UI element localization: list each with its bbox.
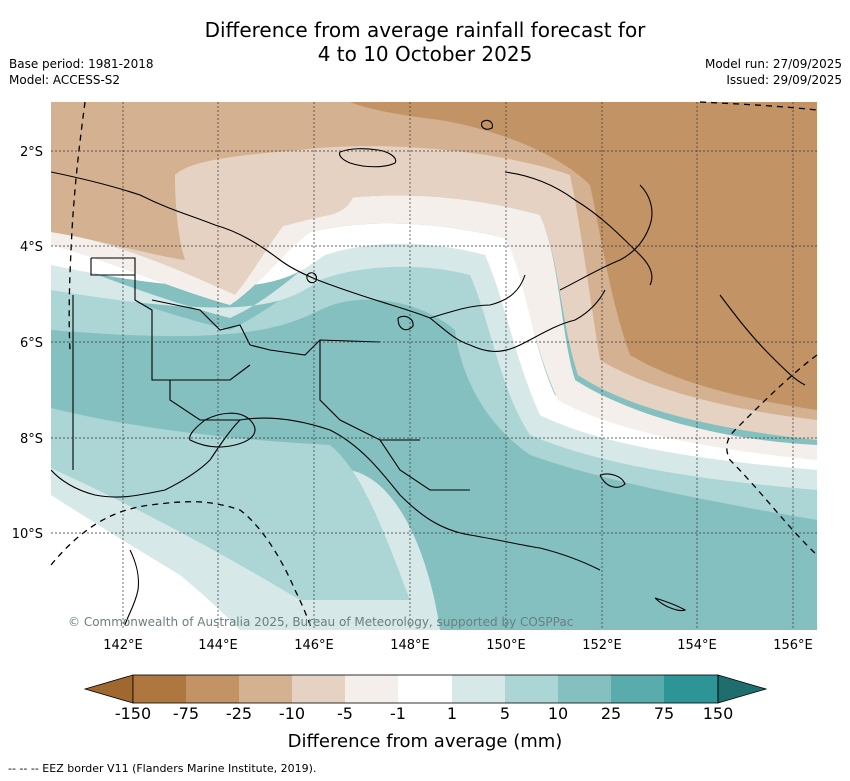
colorbar-tick-label: -25	[225, 704, 253, 723]
colorbar-swatch	[345, 675, 398, 703]
lat-label: 10°S	[12, 527, 43, 542]
band-mid-blue-sw	[51, 408, 410, 600]
colorbar-swatch	[558, 675, 611, 703]
coastline-layer	[51, 119, 806, 626]
lat-label: 6°S	[20, 336, 43, 351]
colorbar-title: Difference from average (mm)	[287, 731, 563, 752]
colorbar-swatch	[398, 675, 452, 703]
colorbar-tick-label: 75	[653, 704, 675, 723]
coast-island-2	[397, 315, 414, 331]
meta-right: Model run: 27/09/2025 Issued: 29/09/2025	[705, 56, 842, 88]
lon-labels: 142°E 144°E 146°E 148°E 150°E 152°E 154°…	[103, 638, 813, 653]
coast-new-ireland	[504, 171, 653, 286]
coast-gulf-papua	[189, 412, 256, 448]
coast-d-entrecasteaux	[599, 473, 626, 488]
colorbar-tick-label: -5	[337, 704, 353, 723]
coast-new-britain	[429, 184, 653, 319]
lon-label: 154°E	[677, 638, 717, 653]
colorbar-swatch	[505, 675, 558, 703]
colorbar-extend-low	[83, 674, 134, 704]
map-title: Difference from average rainfall forecas…	[0, 18, 850, 66]
colorbar-tick-label: 25	[600, 704, 622, 723]
border-province-6	[379, 439, 470, 491]
colorbar-tick-label: -10	[278, 704, 306, 723]
coast-new-guinea-north	[51, 171, 606, 352]
coast-new-guinea-south	[51, 417, 601, 571]
province-borders	[72, 257, 470, 491]
eez-north-east	[699, 101, 818, 111]
lon-label: 152°E	[582, 638, 622, 653]
band-neg10-inner	[175, 169, 354, 255]
base-period: Base period: 1981-2018	[9, 57, 154, 71]
border-province-4	[249, 339, 381, 356]
band-white-sw	[51, 495, 240, 630]
colorbar-swatch	[133, 675, 186, 703]
lon-label: 144°E	[198, 638, 238, 653]
eez-borders	[50, 101, 818, 631]
colorbar-tick-label: 150	[702, 704, 734, 723]
border-province-5	[319, 340, 420, 441]
graticule	[51, 102, 817, 630]
coast-bougainville	[719, 294, 806, 386]
coast-island-3	[306, 272, 317, 284]
colorbar-swatch	[186, 675, 239, 703]
copyright-notice: © Commonwealth of Australia 2025, Bureau…	[68, 615, 573, 629]
lat-label: 2°S	[20, 145, 43, 160]
coast-torres	[124, 549, 139, 626]
border-province-1	[91, 257, 251, 381]
colorbar-swatch	[239, 675, 292, 703]
border-province-7	[90, 258, 135, 276]
colorbar	[83, 674, 768, 704]
title-line-1: Difference from average rainfall forecas…	[204, 18, 646, 42]
coast-island-1	[481, 119, 493, 130]
colorbar-extend-high	[717, 674, 768, 704]
colorbar-tick-label: -75	[172, 704, 200, 723]
issued-date: Issued: 29/09/2025	[726, 73, 842, 87]
colorbar-tick-label: -1	[390, 704, 406, 723]
coast-manus	[339, 148, 397, 168]
lon-label: 146°E	[294, 638, 334, 653]
title-line-2: 4 to 10 October 2025	[317, 42, 533, 66]
lon-label: 148°E	[390, 638, 430, 653]
model-run: Model run: 27/09/2025	[704, 57, 842, 71]
lon-label: 156°E	[773, 638, 813, 653]
colorbar-tick-label: -150	[114, 704, 152, 723]
eez-legend-note: -- -- -- EEZ border V11 (Flanders Marine…	[8, 762, 317, 775]
band-neg75	[350, 102, 817, 410]
lat-labels: 2°S 4°S 6°S 8°S 10°S	[12, 145, 43, 542]
colorbar-swatch	[292, 675, 345, 703]
colorbar-swatch	[452, 675, 505, 703]
lat-label: 4°S	[20, 240, 43, 255]
lat-label: 8°S	[20, 432, 43, 447]
colorbar-swatch	[611, 675, 664, 703]
lon-label: 142°E	[103, 638, 143, 653]
lon-label: 150°E	[486, 638, 526, 653]
eez-south-west	[50, 501, 313, 631]
colorbar-swatch	[664, 675, 718, 703]
coast-louisiade	[654, 597, 687, 612]
border-province-2	[151, 299, 251, 346]
colorbar-tick-label: 1	[446, 704, 458, 723]
model-name: Model: ACCESS-S2	[9, 73, 121, 87]
eez-north-west	[68, 101, 86, 351]
rainfall-fill-layer	[51, 102, 817, 630]
meta-left: Base period: 1981-2018 Model: ACCESS-S2	[9, 56, 154, 88]
band-5mm	[51, 243, 817, 490]
colorbar-outline	[132, 674, 719, 704]
colorbar-tick-label: 5	[499, 704, 511, 723]
colorbar-tick-label: 10	[547, 704, 569, 723]
border-province-3	[169, 380, 240, 421]
